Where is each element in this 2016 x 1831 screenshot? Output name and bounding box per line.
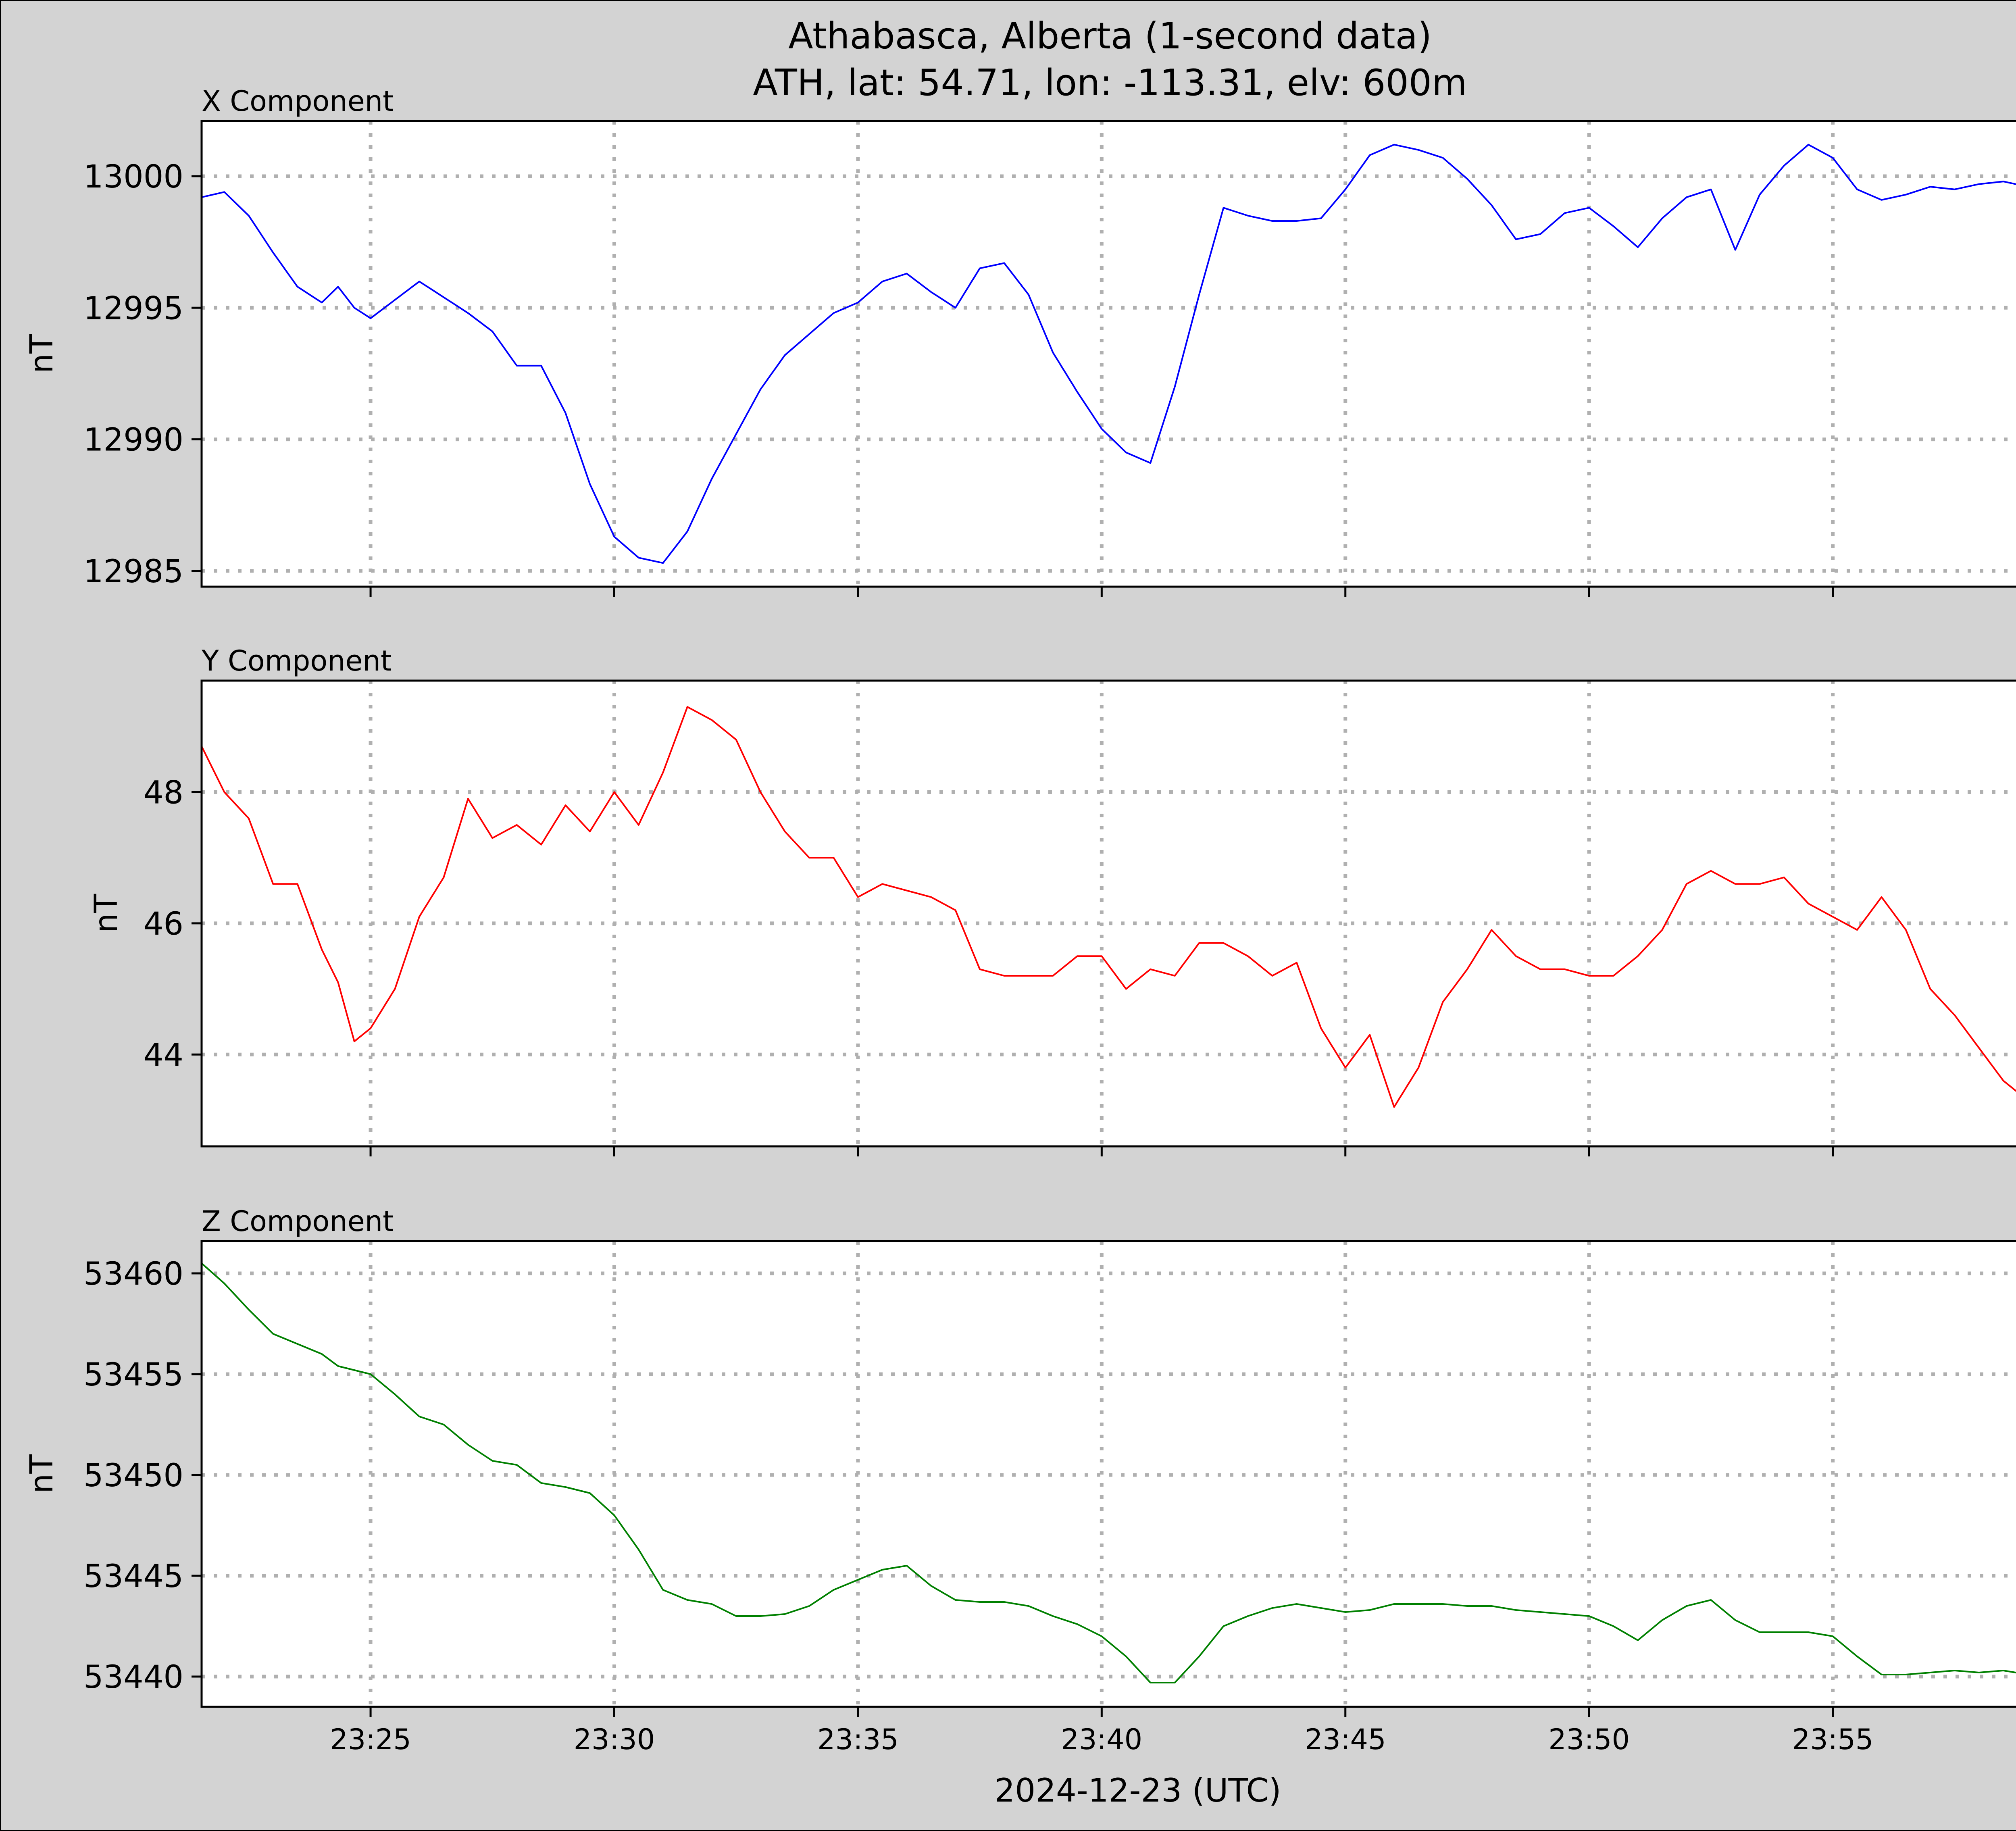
panel-0-series-line-0 — [201, 144, 2016, 564]
panel-2-xtick-label-4: 23:45 — [1305, 1723, 1386, 1756]
panel-1-ytick-label-0: 44 — [144, 1037, 183, 1073]
panel-2-title: Z Component — [202, 1205, 394, 1238]
panels: 12985 12990 12995 13000 X Component nT 44 46 48 Y… — [24, 85, 2016, 1756]
panel-2-xtick-label-3: 23:40 — [1061, 1723, 1142, 1756]
panel-0-ytick-label-3: 13000 — [83, 159, 183, 195]
panel-2: 23:25 23:30 23:35 23:40 23:45 23:50 23:55 53440… — [24, 1205, 2016, 1756]
panel-1-ytick-label-2: 48 — [144, 775, 183, 811]
panel-0: 12985 12990 12995 13000 X Component nT — [24, 85, 2016, 597]
panel-2-xtick-label-6: 23:55 — [1792, 1723, 1874, 1756]
figure-title-line1: Athabasca, Alberta (1-second data) — [788, 15, 1432, 57]
panel-0-ylabel: nT — [24, 334, 60, 373]
panel-0-ytick-label-2: 12995 — [83, 290, 183, 327]
panel-0-frame — [200, 120, 2016, 588]
panel-2-ytick-label-3: 53455 — [83, 1357, 183, 1393]
panel-0-ytick-label-0: 12985 — [83, 554, 183, 590]
panel-2-ytick-label-2: 53450 — [83, 1458, 183, 1494]
panel-2-xtick-label-1: 23:30 — [574, 1723, 655, 1756]
panel-2-ytick-label-0: 53440 — [83, 1659, 183, 1696]
panel-0-plot-area — [202, 121, 2016, 587]
panel-1-ylabel: nT — [88, 894, 125, 933]
panel-0-ytick-label-1: 12990 — [83, 422, 183, 458]
panel-2-xtick-label-2: 23:35 — [817, 1723, 899, 1756]
panel-1: 44 46 48 Y Component nT — [88, 644, 2016, 1156]
panel-2-ylabel: nT — [24, 1454, 60, 1494]
panel-1-ytick-label-1: 46 — [144, 906, 183, 942]
panel-2-ytick-label-4: 53460 — [83, 1256, 183, 1292]
panel-2-series-line-0 — [201, 1262, 2016, 1683]
panel-1-plot-area — [202, 681, 2016, 1146]
panel-1-series-line-0 — [201, 706, 2016, 1108]
panel-2-xtick-label-0: 23:25 — [330, 1723, 411, 1756]
figure-title-line2: ATH, lat: 54.71, lon: -113.31, elv: 600m — [753, 62, 1467, 104]
x-axis-label: 2024-12-23 (UTC) — [994, 1772, 1281, 1809]
panel-2-ytick-label-1: 53445 — [83, 1558, 183, 1595]
panel-2-xtick-label-5: 23:50 — [1548, 1723, 1630, 1756]
panel-0-title: X Component — [202, 85, 394, 118]
panel-1-frame — [200, 679, 2016, 1148]
panel-1-title: Y Component — [201, 644, 392, 677]
